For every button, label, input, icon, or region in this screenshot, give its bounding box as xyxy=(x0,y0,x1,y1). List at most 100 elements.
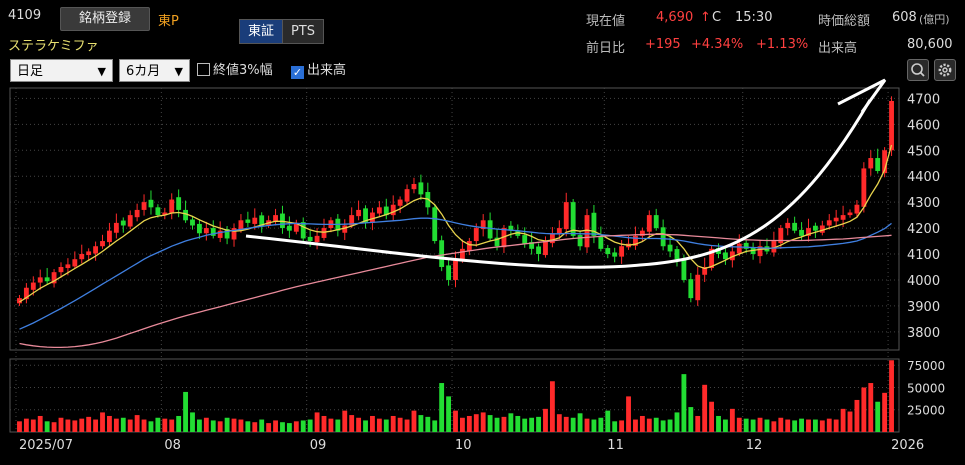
volume-bar xyxy=(245,421,251,432)
volume-bar xyxy=(30,419,36,432)
zoom-button[interactable] xyxy=(907,59,929,81)
date-tick-label: 11 xyxy=(607,438,624,453)
candle-body xyxy=(847,212,853,216)
candle-body xyxy=(771,241,777,253)
candle-body xyxy=(390,204,396,216)
range-select[interactable]: 6カ月 ▼ xyxy=(119,59,190,82)
close-3pct-label: 終値3%幅 xyxy=(213,63,273,78)
volume-bar xyxy=(480,412,486,432)
register-button[interactable]: 銘柄登録 xyxy=(60,7,150,31)
candle-body xyxy=(286,225,292,231)
date-tick-label: 09 xyxy=(310,438,327,453)
candle-body xyxy=(840,215,846,220)
tab-pts[interactable]: PTS xyxy=(282,19,324,44)
volume-bar xyxy=(847,411,853,432)
volume-bar xyxy=(598,417,604,432)
volume-bar xyxy=(723,419,728,432)
period-type-value: 日足 xyxy=(17,64,44,79)
price-tick-label: 4000 xyxy=(907,274,940,289)
zoom-icon xyxy=(911,63,925,77)
volume-bar xyxy=(501,416,507,432)
volume-bar xyxy=(806,419,811,432)
volume-bar xyxy=(840,408,846,432)
volume-bar xyxy=(563,416,569,432)
candle-body xyxy=(203,228,209,234)
candle-body xyxy=(882,150,888,174)
volume-bar xyxy=(633,419,638,432)
volume-bar xyxy=(183,391,188,432)
volume-bar xyxy=(141,419,147,432)
volume-bar xyxy=(653,417,659,432)
volume-bar xyxy=(591,419,597,432)
volume-bar xyxy=(266,423,272,432)
volume-bar xyxy=(854,399,860,432)
candle-body xyxy=(833,217,839,222)
candle-body xyxy=(633,235,638,246)
volume-bar xyxy=(210,420,216,432)
volume-bar xyxy=(432,420,438,432)
volume-bar xyxy=(286,423,292,432)
volume-bar xyxy=(58,417,64,432)
candle-body xyxy=(411,183,417,190)
ma-long-line xyxy=(19,233,892,349)
volume-bar xyxy=(799,418,804,432)
volume-toggle-label: 出来高 xyxy=(307,63,347,78)
checkbox-unchecked-icon xyxy=(197,63,210,76)
candle-body xyxy=(100,241,105,247)
up-arrow-icon: ↑ xyxy=(700,10,711,25)
candle-body xyxy=(736,243,742,254)
candle-body xyxy=(459,248,465,261)
chevron-down-icon: ▼ xyxy=(174,65,183,78)
candle-body xyxy=(37,277,43,283)
volume-bar xyxy=(826,418,832,432)
close-3pct-checkbox[interactable]: 終値3%幅 xyxy=(197,62,273,80)
candle-body xyxy=(529,242,535,249)
candle-body xyxy=(889,100,894,151)
date-tick-label: 12 xyxy=(746,438,763,453)
volume-bar xyxy=(328,418,334,432)
tab-tse[interactable]: 東証 xyxy=(239,19,283,44)
candle-body xyxy=(812,225,818,231)
candle-body xyxy=(259,215,265,226)
volume-bar xyxy=(861,387,867,432)
volume-bar xyxy=(819,420,825,432)
candle-body xyxy=(93,246,99,254)
volume-bar xyxy=(695,415,701,432)
volume-bar xyxy=(342,410,348,432)
candle-body xyxy=(127,215,133,227)
price-tick-label: 3800 xyxy=(907,326,940,341)
volume-bar xyxy=(107,415,112,432)
stock-code: 4109 xyxy=(8,8,42,23)
candle-body xyxy=(23,287,29,300)
period-type-select[interactable]: 日足 ▼ xyxy=(10,59,113,82)
candle-body xyxy=(439,240,445,267)
candle-body xyxy=(307,236,313,242)
settings-button[interactable] xyxy=(934,59,956,81)
volume-bar xyxy=(273,420,278,432)
price-tick-label: 4400 xyxy=(907,170,940,185)
volume-checkbox[interactable]: ✓ 出来高 xyxy=(291,62,346,80)
candle-body xyxy=(293,222,299,232)
candle-body xyxy=(487,220,493,239)
volume-bar xyxy=(605,410,611,432)
candle-body xyxy=(238,220,244,231)
chevron-down-icon: ▼ xyxy=(97,65,106,78)
volume-bar xyxy=(875,401,881,432)
volume-bar xyxy=(446,396,452,432)
candle-body xyxy=(729,251,735,261)
volume-bar xyxy=(203,417,209,432)
volume-bar xyxy=(335,419,341,432)
candle-body xyxy=(342,225,348,233)
candle-body xyxy=(321,228,327,238)
candle-body xyxy=(653,215,659,229)
date-tick-label: 08 xyxy=(164,438,181,453)
volume-bar xyxy=(882,392,888,432)
candle-body xyxy=(473,228,479,242)
volume-bar xyxy=(529,417,535,432)
volume-bar xyxy=(37,415,43,432)
volume-bar xyxy=(44,421,50,432)
volume-bar xyxy=(868,383,874,432)
volume-bar xyxy=(363,420,368,432)
volume-bar xyxy=(17,421,22,432)
